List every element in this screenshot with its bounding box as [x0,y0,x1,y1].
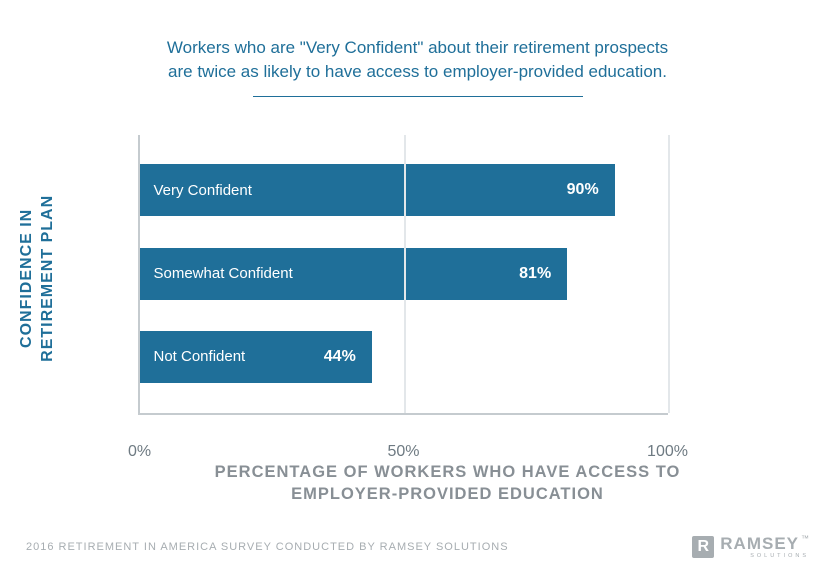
title-line-1: Workers who are "Very Confident" about t… [167,38,668,57]
title-underline [253,96,583,97]
logo-sub: SOLUTIONS [720,554,809,560]
footer-logo: R RAMSEY™ SOLUTIONS [692,535,809,560]
chart-title: Workers who are "Very Confident" about t… [167,36,668,84]
title-line-2: are twice as likely to have access to em… [168,62,667,81]
x-axis-label-line-2: EMPLOYER-PROVIDED EDUCATION [291,485,604,503]
bar: Not Confident 44% [140,331,372,383]
footer-source: 2016 RETIREMENT IN AMERICA SURVEY CONDUC… [26,541,509,553]
y-axis-label: CONFIDENCE IN RETIREMENT PLAN [17,194,59,361]
bar-value: 90% [567,181,599,199]
chart-area: CONFIDENCE IN RETIREMENT PLAN Very Confi… [68,135,768,455]
bar: Somewhat Confident 81% [140,248,568,300]
bar-label: Very Confident [154,182,252,199]
x-tick-label: 0% [128,443,151,461]
bar-value: 81% [519,265,551,283]
plot-area: Very Confident 90% Somewhat Confident 81% No… [138,135,668,415]
x-tick-label: 100% [647,443,688,461]
logo-icon: R [692,536,714,558]
gridline [404,135,406,413]
bar: Very Confident 90% [140,164,615,216]
logo-text: RAMSEY™ SOLUTIONS [720,535,809,560]
y-axis-label-line-1: CONFIDENCE IN [18,208,35,347]
y-axis-label-line-2: RETIREMENT PLAN [39,194,56,361]
bar-label: Not Confident [154,348,246,365]
logo-tm: ™ [801,534,809,543]
x-axis-label: PERCENTAGE OF WORKERS WHO HAVE ACCESS TO… [215,461,681,506]
logo-main: RAMSEY [720,534,799,553]
gridline [668,135,670,413]
x-tick-label: 50% [387,443,419,461]
x-axis-label-line-1: PERCENTAGE OF WORKERS WHO HAVE ACCESS TO [215,463,681,481]
bar-label: Somewhat Confident [154,265,293,282]
bar-value: 44% [324,348,356,366]
